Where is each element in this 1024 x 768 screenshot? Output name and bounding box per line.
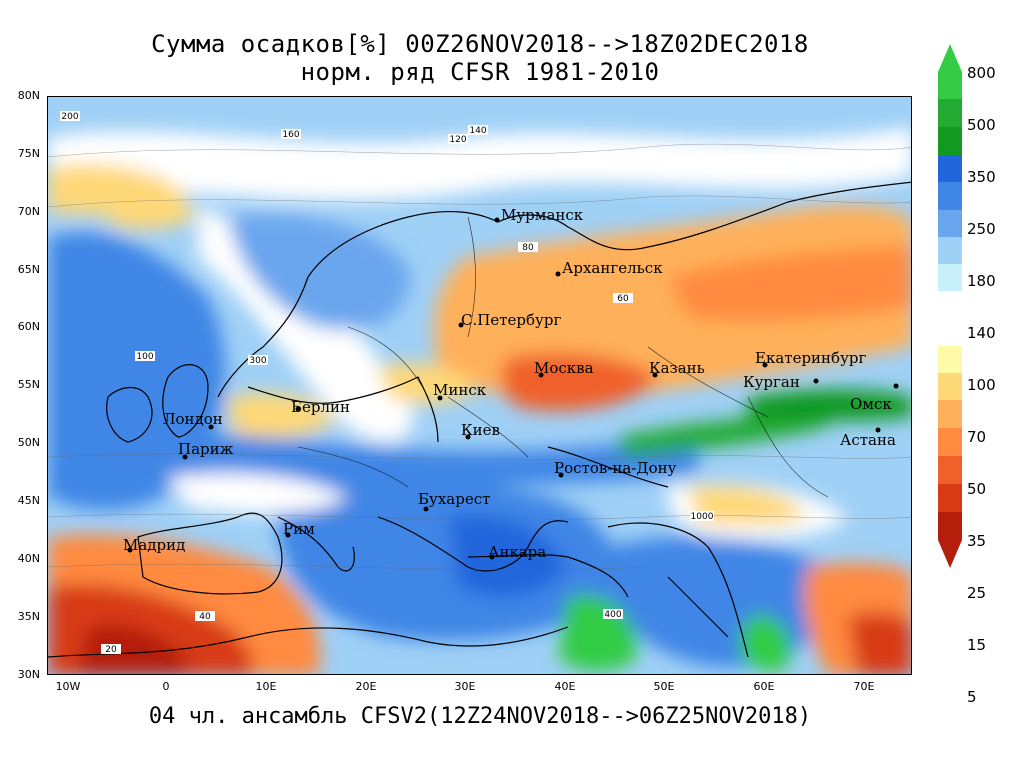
lat-label: 65N [17, 263, 40, 276]
lat-label: 35N [17, 610, 40, 623]
city-marker [295, 406, 301, 412]
contour-label: 120 [449, 135, 466, 145]
contour-label: 160 [282, 130, 299, 140]
lat-label: 70N [17, 205, 40, 218]
city-marker [494, 217, 500, 223]
contour-label: 140 [469, 126, 486, 136]
city-marker [458, 322, 464, 328]
city-label-bucharest: Бухарест [418, 490, 490, 508]
map-title-line2: норм. ряд CFSR 1981-2010 [300, 58, 660, 86]
lon-label: 60E [753, 680, 775, 693]
legend-label: 15 [967, 636, 987, 654]
city-label-kazan: Казань [649, 359, 705, 377]
legend-label: 250 [967, 220, 996, 238]
lat-label: 80N [17, 89, 40, 102]
legend-label: 180 [967, 272, 996, 290]
ensemble-footer: 04 чл. ансамбль CFSV2(12Z24NOV2018-->06Z… [148, 704, 812, 729]
city-label-arkhangelsk: Архангельск [562, 259, 663, 277]
map-title-line1: Сумма осадков[%] 00Z26NOV2018-->18Z02DEC… [151, 30, 809, 58]
contour-label: 80 [522, 243, 534, 253]
legend-label: 35 [967, 532, 987, 550]
city-marker [127, 547, 133, 553]
city-marker [423, 506, 429, 512]
city-label-astana: Астана [840, 431, 896, 449]
city-marker [875, 427, 881, 433]
city-marker [208, 424, 214, 430]
lon-label: 0 [162, 680, 170, 693]
legend-label: 140 [967, 324, 996, 342]
city-marker [762, 362, 768, 368]
lon-label: 10W [55, 680, 81, 693]
lat-label: 45N [17, 494, 40, 507]
city-label-berlin: Берлин [291, 398, 350, 416]
contour-label: 20 [105, 645, 117, 655]
city-marker [652, 372, 658, 378]
city-marker [813, 378, 819, 384]
city-marker [893, 383, 899, 389]
lat-label: 30N [17, 668, 40, 681]
lat-label: 50N [17, 436, 40, 449]
legend-label: 5 [967, 688, 977, 706]
city-label-ankara: Анкара [488, 543, 546, 561]
city-marker [182, 454, 188, 460]
city-label-ekaterinburg: Екатеринбург [755, 349, 866, 367]
city-marker [555, 271, 561, 277]
city-label-kurgan: Курган [743, 373, 800, 391]
city-label-madrid: Мадрид [123, 536, 185, 554]
contour-label: 1000 [691, 512, 714, 522]
contour-label: 400 [604, 610, 621, 620]
lon-label: 40E [554, 680, 576, 693]
city-label-rostov: Ростов-на-Дону [554, 459, 677, 477]
legend-colorbar [938, 44, 962, 568]
lat-label: 60N [17, 320, 40, 333]
city-marker [489, 554, 495, 560]
legend-label: 500 [967, 116, 996, 134]
city-label-omsk: Омск [850, 395, 892, 413]
city-label-kiev: Киев [461, 421, 500, 439]
legend-label: 70 [967, 428, 987, 446]
lon-label: 30E [454, 680, 476, 693]
city-marker [465, 434, 471, 440]
city-marker [437, 395, 443, 401]
city-marker [558, 472, 564, 478]
city-label-rome: Рим [283, 520, 315, 538]
contour-label: 300 [249, 356, 266, 366]
contour-label: 100 [136, 352, 153, 362]
city-label-moscow: Москва [534, 359, 594, 377]
lat-label: 55N [17, 378, 40, 391]
precipitation-map: 200 160 140 120 100 80 60 40 20 300 400 … [47, 96, 912, 675]
contour-label: 200 [61, 112, 78, 122]
legend-label: 25 [967, 584, 987, 602]
legend-label: 50 [967, 480, 987, 498]
contour-label: 40 [199, 612, 211, 622]
city-label-paris: Париж [178, 440, 234, 458]
city-label-minsk: Минск [433, 381, 487, 399]
lat-label: 75N [17, 147, 40, 160]
lon-label: 50E [653, 680, 675, 693]
contour-label: 60 [617, 294, 629, 304]
city-label-murmansk: Мурманск [501, 206, 584, 224]
legend-label: 100 [967, 376, 996, 394]
city-marker [538, 372, 544, 378]
lon-label: 70E [853, 680, 875, 693]
city-marker [285, 532, 291, 538]
city-label-spb: С.Петербург [461, 311, 561, 329]
legend-label: 800 [967, 64, 996, 82]
legend-label: 350 [967, 168, 996, 186]
city-label-london: Лондон [163, 410, 223, 428]
lat-label: 40N [17, 552, 40, 565]
lon-label: 10E [255, 680, 277, 693]
lon-label: 20E [355, 680, 377, 693]
